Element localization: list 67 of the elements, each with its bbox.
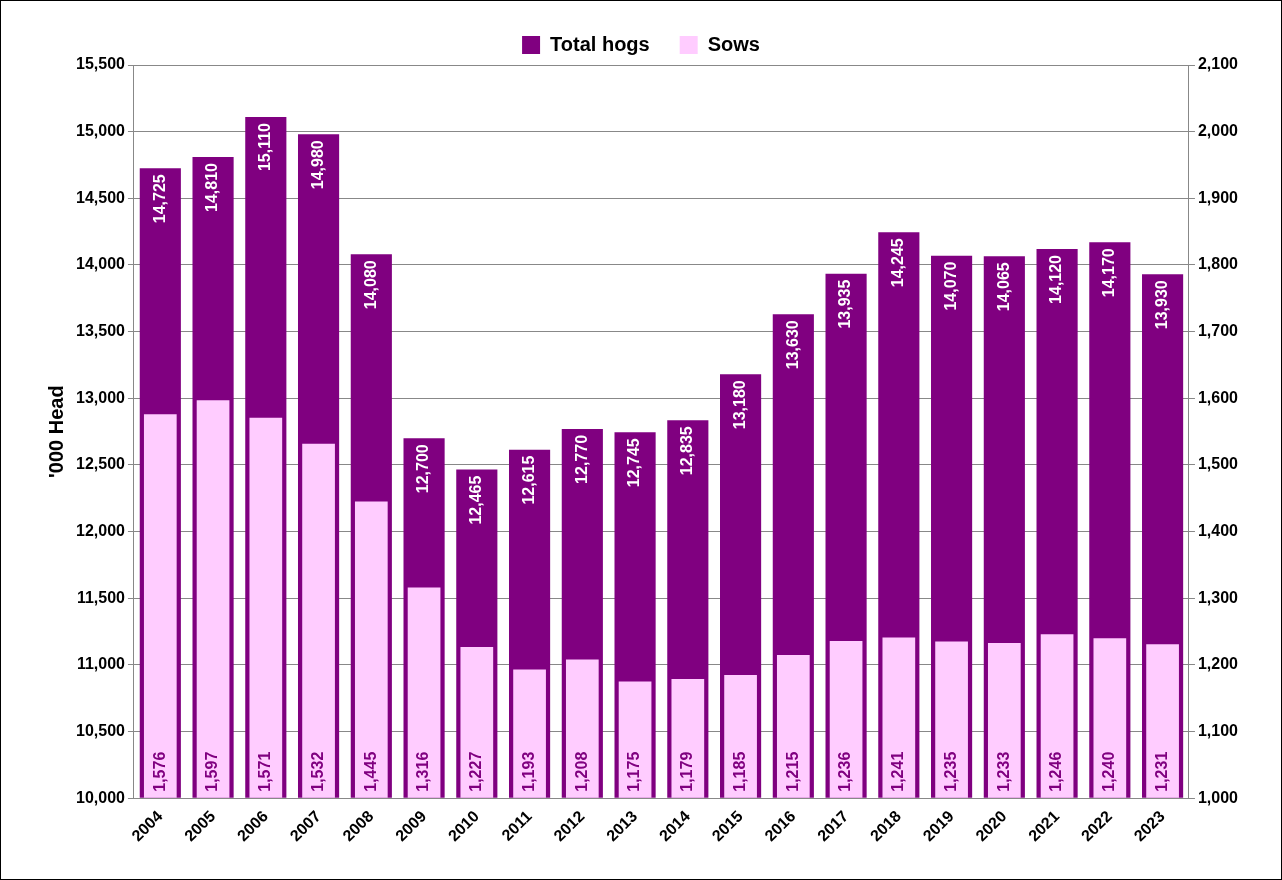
y2-tick-label: 1,100	[1197, 722, 1239, 739]
data-label: 1,236	[836, 751, 854, 792]
data-label: 1,193	[519, 751, 537, 792]
data-label: 14,065	[994, 262, 1012, 312]
data-label: 14,170	[1100, 248, 1118, 298]
data-label: 1,571	[256, 751, 274, 792]
y-tick-label: 11,500	[76, 588, 126, 606]
y-tick-label: 14,000	[76, 255, 126, 273]
y-tick-label: 14,500	[76, 188, 126, 206]
y2-tick-label: 1,000	[1197, 788, 1239, 806]
data-label: 14,120	[1047, 254, 1065, 304]
data-label: 1,445	[361, 751, 379, 792]
data-label: 13,180	[730, 380, 748, 430]
data-label: 14,725	[150, 174, 168, 224]
data-label: 15,110	[256, 122, 274, 172]
data-label: 12,835	[678, 426, 696, 476]
legend-label: Sows	[707, 32, 760, 55]
data-label: 14,070	[941, 261, 959, 311]
data-label: 1,240	[1100, 751, 1118, 792]
data-label: 1,532	[308, 751, 326, 792]
data-label: 12,770	[572, 434, 590, 484]
y2-tick-label: 1,600	[1197, 388, 1239, 406]
data-label: 14,080	[361, 260, 379, 310]
data-label: 1,175	[625, 751, 643, 792]
y-tick-label: 13,000	[76, 388, 126, 406]
data-label: 1,597	[203, 751, 221, 792]
y-tick-label: 12,500	[76, 455, 126, 473]
data-label: 1,215	[783, 751, 801, 792]
data-label: 1,185	[730, 751, 748, 792]
data-label: 13,630	[783, 320, 801, 370]
y2-tick-label: 1,200	[1197, 655, 1239, 673]
y-axis-title: '000 Head	[44, 385, 67, 478]
y2-tick-label: 1,400	[1197, 522, 1239, 540]
y-tick-label: 11,000	[76, 655, 126, 673]
data-label: 14,245	[889, 238, 907, 288]
data-label: 1,231	[1152, 751, 1170, 792]
data-label: 12,615	[519, 455, 537, 505]
data-label: 1,227	[467, 751, 485, 792]
y-tick-label: 10,500	[76, 722, 126, 739]
legend-label: Total hogs	[550, 32, 650, 55]
data-label: 13,935	[836, 279, 854, 329]
data-label: 12,745	[625, 438, 643, 488]
data-label: 1,246	[1047, 751, 1065, 792]
y-tick-label: 12,000	[76, 522, 126, 540]
y-tick-label: 15,500	[76, 55, 126, 73]
data-label: 12,465	[467, 475, 485, 525]
y-tick-label: 15,000	[76, 122, 126, 140]
data-label: 13,930	[1152, 280, 1170, 330]
y2-tick-label: 1,300	[1197, 588, 1239, 606]
data-label: 1,316	[414, 751, 432, 792]
y2-tick-label: 2,100	[1197, 55, 1239, 73]
y2-tick-label: 2,000	[1197, 122, 1239, 140]
data-label: 1,233	[994, 751, 1012, 792]
data-label: 1,179	[678, 751, 696, 792]
data-label: 14,980	[308, 140, 326, 190]
data-label: 14,810	[203, 162, 221, 212]
y2-tick-label: 1,500	[1197, 455, 1239, 473]
y-tick-label: 10,000	[76, 788, 126, 806]
data-label: 1,235	[941, 751, 959, 792]
data-label: 1,241	[889, 751, 907, 792]
data-label: 12,700	[414, 444, 432, 494]
y-tick-label: 13,500	[76, 322, 126, 340]
y2-tick-label: 1,900	[1197, 188, 1239, 206]
y2-tick-label: 1,700	[1197, 322, 1239, 340]
data-label: 1,576	[150, 751, 168, 792]
y2-tick-label: 1,800	[1197, 255, 1239, 273]
data-label: 1,208	[572, 751, 590, 792]
